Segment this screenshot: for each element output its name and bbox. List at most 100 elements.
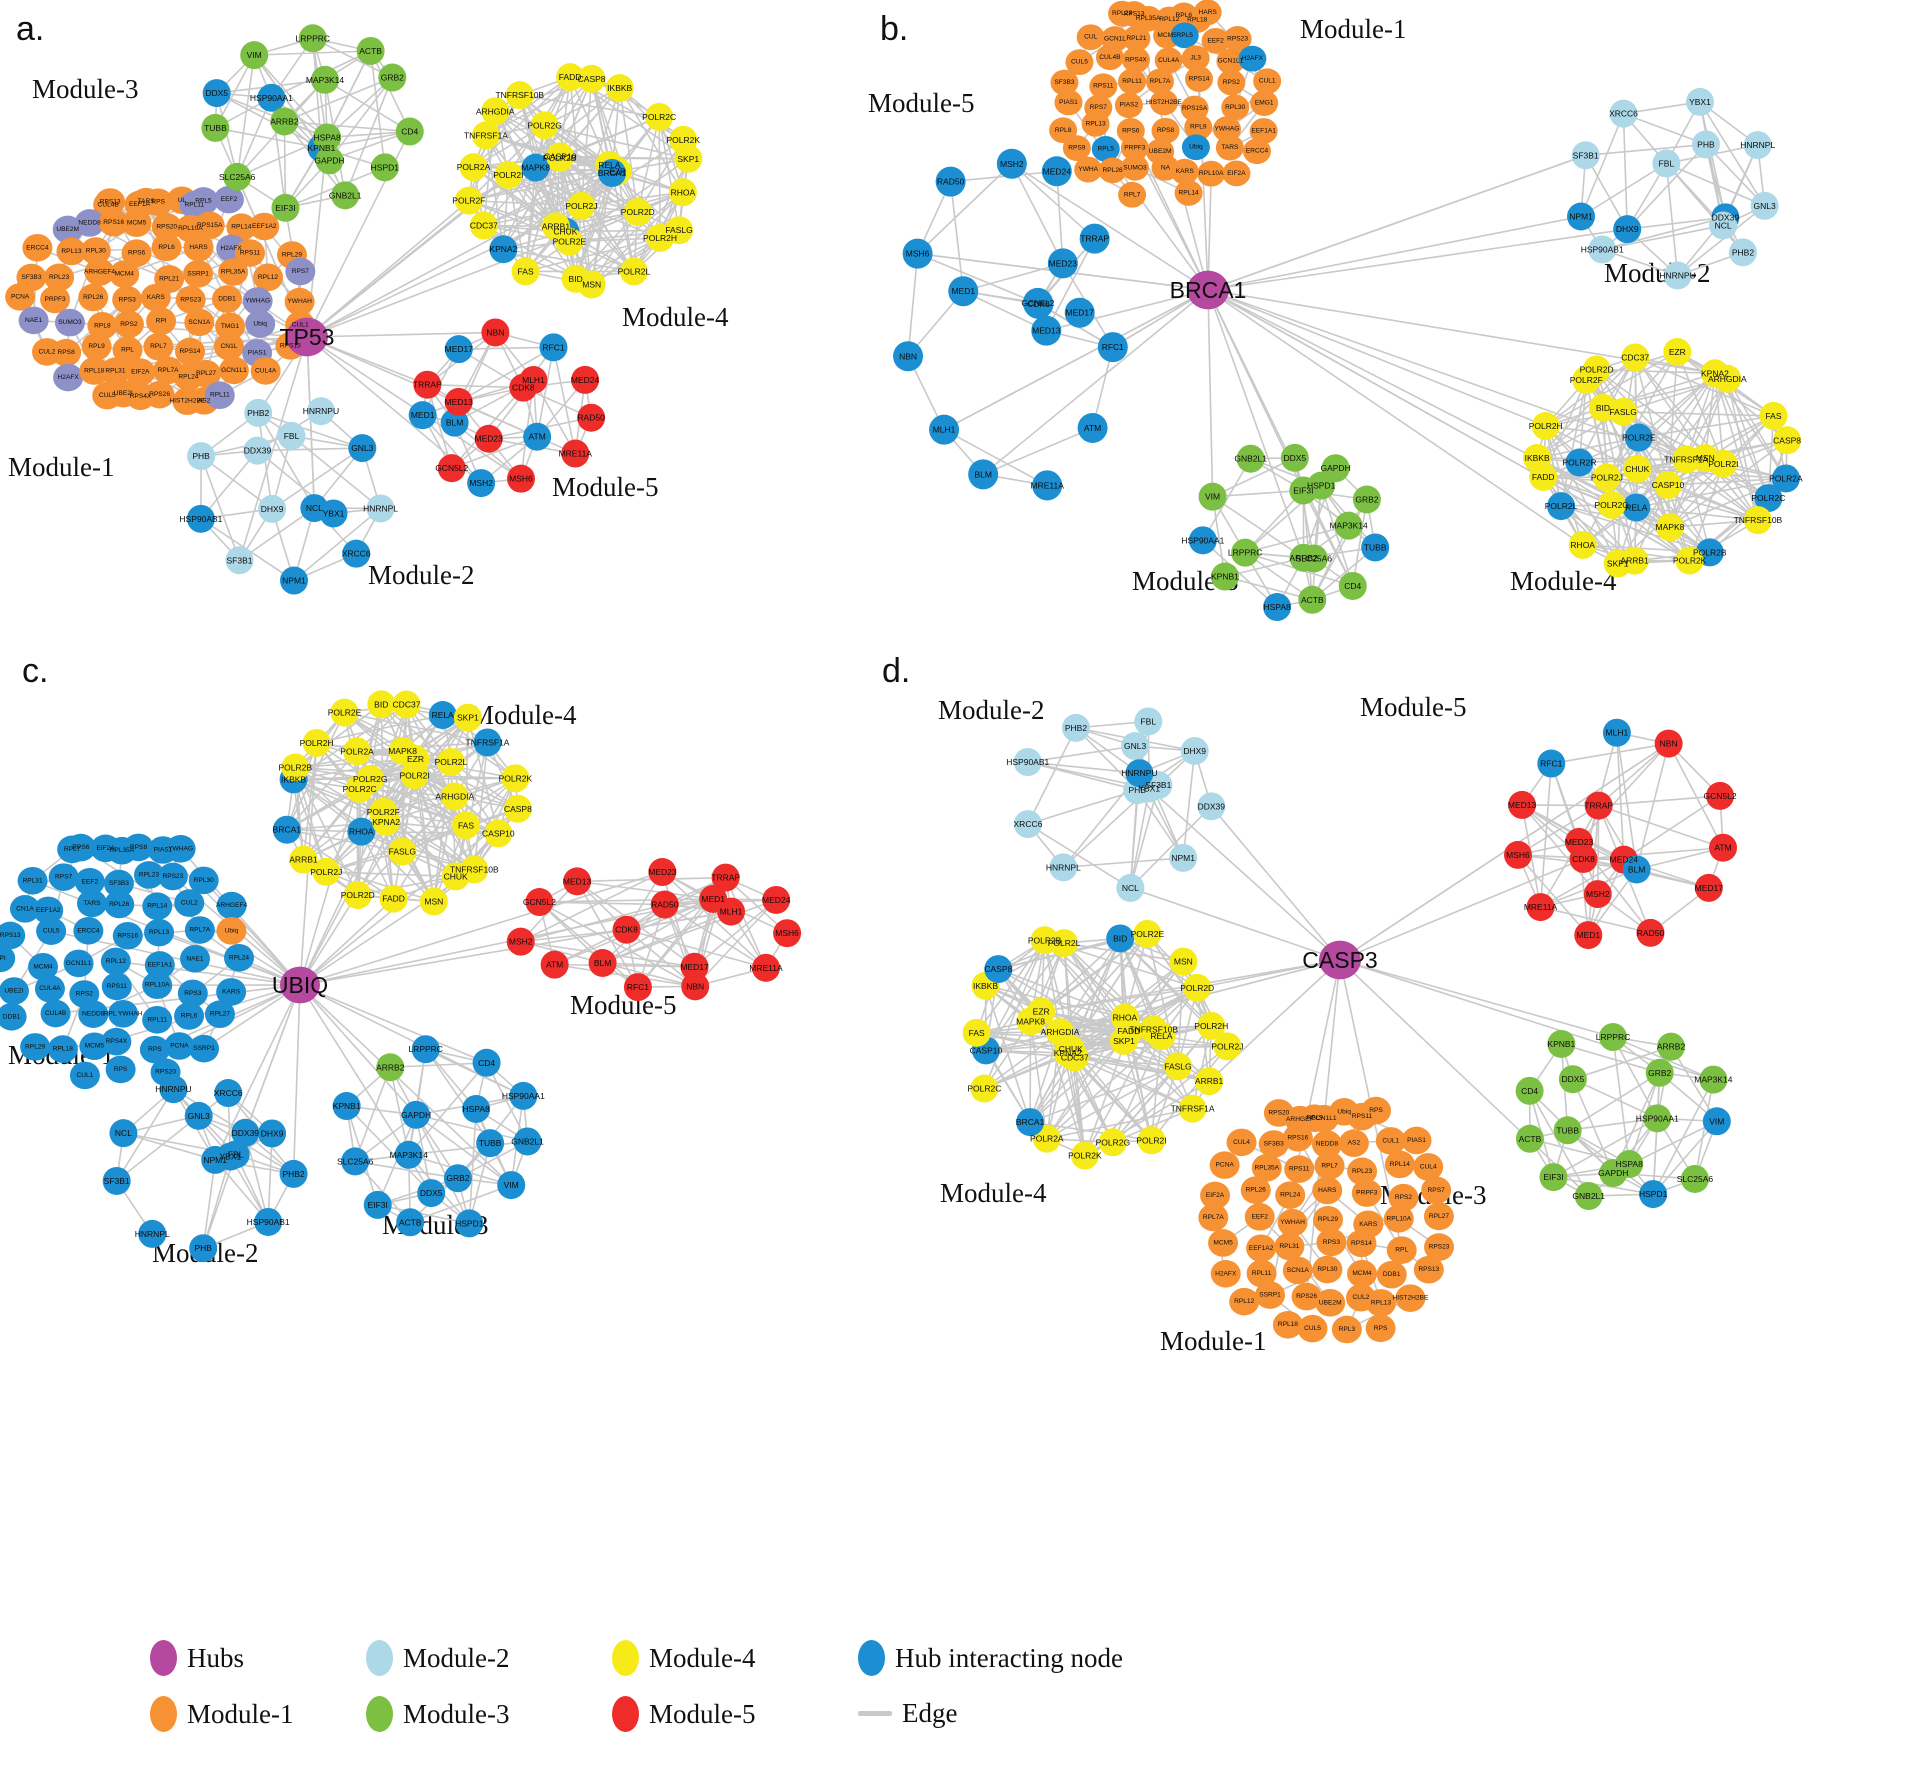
network-node[interactable] — [1243, 138, 1272, 165]
network-node[interactable] — [101, 972, 132, 1001]
network-node[interactable] — [1134, 5, 1163, 32]
network-node[interactable] — [513, 1127, 542, 1156]
network-node[interactable] — [519, 366, 548, 395]
network-node[interactable] — [363, 1190, 392, 1219]
network-node[interactable] — [243, 436, 272, 465]
network-node[interactable] — [1134, 707, 1163, 736]
network-node[interactable] — [174, 337, 205, 366]
network-node[interactable] — [270, 107, 299, 136]
network-node[interactable] — [1423, 1202, 1454, 1231]
network-node[interactable] — [1210, 562, 1239, 591]
network-node[interactable] — [1571, 141, 1600, 170]
network-node[interactable] — [443, 1164, 472, 1193]
network-node[interactable] — [191, 359, 222, 388]
network-node[interactable] — [22, 233, 53, 262]
network-node[interactable] — [1217, 69, 1246, 96]
network-node[interactable] — [1110, 1003, 1139, 1032]
network-node[interactable] — [481, 318, 510, 347]
network-node[interactable] — [138, 1219, 167, 1248]
network-node[interactable] — [140, 283, 171, 312]
network-node[interactable] — [189, 1234, 218, 1263]
network-node[interactable] — [102, 1166, 131, 1195]
network-node[interactable] — [612, 915, 641, 944]
network-node[interactable] — [1338, 1129, 1369, 1158]
network-node[interactable] — [1314, 1151, 1345, 1180]
network-node[interactable] — [1663, 338, 1692, 367]
network-node[interactable] — [1347, 1157, 1378, 1186]
network-node[interactable] — [302, 728, 331, 757]
network-node[interactable] — [216, 891, 247, 920]
network-node[interactable] — [1347, 1259, 1378, 1288]
network-node[interactable] — [78, 283, 109, 312]
network-node[interactable] — [78, 1000, 109, 1028]
network-node[interactable] — [525, 888, 554, 917]
network-node[interactable] — [501, 764, 530, 793]
network-node[interactable] — [1065, 49, 1094, 76]
network-node[interactable] — [121, 209, 152, 238]
network-node[interactable] — [109, 260, 140, 288]
network-node[interactable] — [650, 890, 679, 919]
network-node[interactable] — [1236, 444, 1265, 473]
network-node[interactable] — [711, 863, 740, 892]
network-node[interactable] — [1643, 1104, 1672, 1133]
network-node[interactable] — [306, 397, 335, 426]
network-node[interactable] — [648, 858, 677, 887]
network-node[interactable] — [1384, 1150, 1415, 1179]
network-node[interactable] — [1208, 1229, 1239, 1257]
network-node[interactable] — [1282, 1256, 1313, 1285]
network-node[interactable] — [1565, 827, 1594, 856]
network-node[interactable] — [1602, 718, 1631, 747]
network-node[interactable] — [1246, 1234, 1277, 1263]
network-node[interactable] — [216, 917, 247, 945]
network-node[interactable] — [1582, 355, 1611, 384]
network-node[interactable] — [459, 153, 488, 182]
network-node[interactable] — [1079, 223, 1110, 254]
network-node[interactable] — [1291, 1282, 1322, 1311]
network-node[interactable] — [188, 866, 219, 895]
network-node[interactable] — [1120, 134, 1149, 161]
network-node[interactable] — [1195, 1067, 1224, 1096]
network-node[interactable] — [1137, 1126, 1166, 1155]
network-node[interactable] — [1170, 158, 1199, 185]
network-node[interactable] — [1246, 1259, 1277, 1288]
network-node[interactable] — [36, 917, 67, 945]
network-node[interactable] — [40, 999, 71, 1028]
network-node[interactable] — [605, 74, 634, 103]
network-node[interactable] — [139, 1035, 170, 1064]
network-node[interactable] — [54, 308, 85, 337]
network-node[interactable] — [212, 285, 243, 313]
network-node[interactable] — [395, 117, 424, 146]
network-node[interactable] — [1672, 445, 1701, 474]
network-node[interactable] — [74, 209, 105, 237]
network-node[interactable] — [310, 65, 339, 94]
network-node[interactable] — [1331, 1315, 1362, 1344]
network-node[interactable] — [1351, 1179, 1382, 1207]
network-node[interactable] — [112, 285, 143, 314]
network-node[interactable] — [1050, 929, 1079, 958]
network-node[interactable] — [201, 113, 230, 142]
network-node[interactable] — [902, 238, 933, 269]
network-node[interactable] — [234, 239, 265, 267]
network-node[interactable] — [289, 845, 318, 874]
network-node[interactable] — [1539, 1163, 1568, 1192]
network-node[interactable] — [1238, 45, 1267, 72]
network-node[interactable] — [79, 357, 110, 385]
network-node[interactable] — [1274, 1232, 1305, 1261]
network-node[interactable] — [281, 753, 310, 782]
network-node[interactable] — [1728, 238, 1757, 267]
network-node[interactable] — [1515, 1124, 1544, 1153]
network-node[interactable] — [968, 459, 999, 490]
network-node[interactable] — [0, 921, 26, 950]
network-node[interactable] — [473, 728, 502, 757]
network-node[interactable] — [348, 434, 377, 463]
network-node[interactable] — [546, 142, 575, 171]
network-node[interactable] — [245, 310, 276, 338]
network-node[interactable] — [347, 817, 376, 846]
network-node[interactable] — [48, 863, 79, 891]
network-node[interactable] — [143, 332, 174, 361]
network-node[interactable] — [1311, 1130, 1342, 1158]
network-node[interactable] — [1709, 211, 1738, 240]
network-node[interactable] — [388, 837, 417, 866]
network-node[interactable] — [467, 469, 496, 498]
network-node[interactable] — [80, 237, 111, 265]
